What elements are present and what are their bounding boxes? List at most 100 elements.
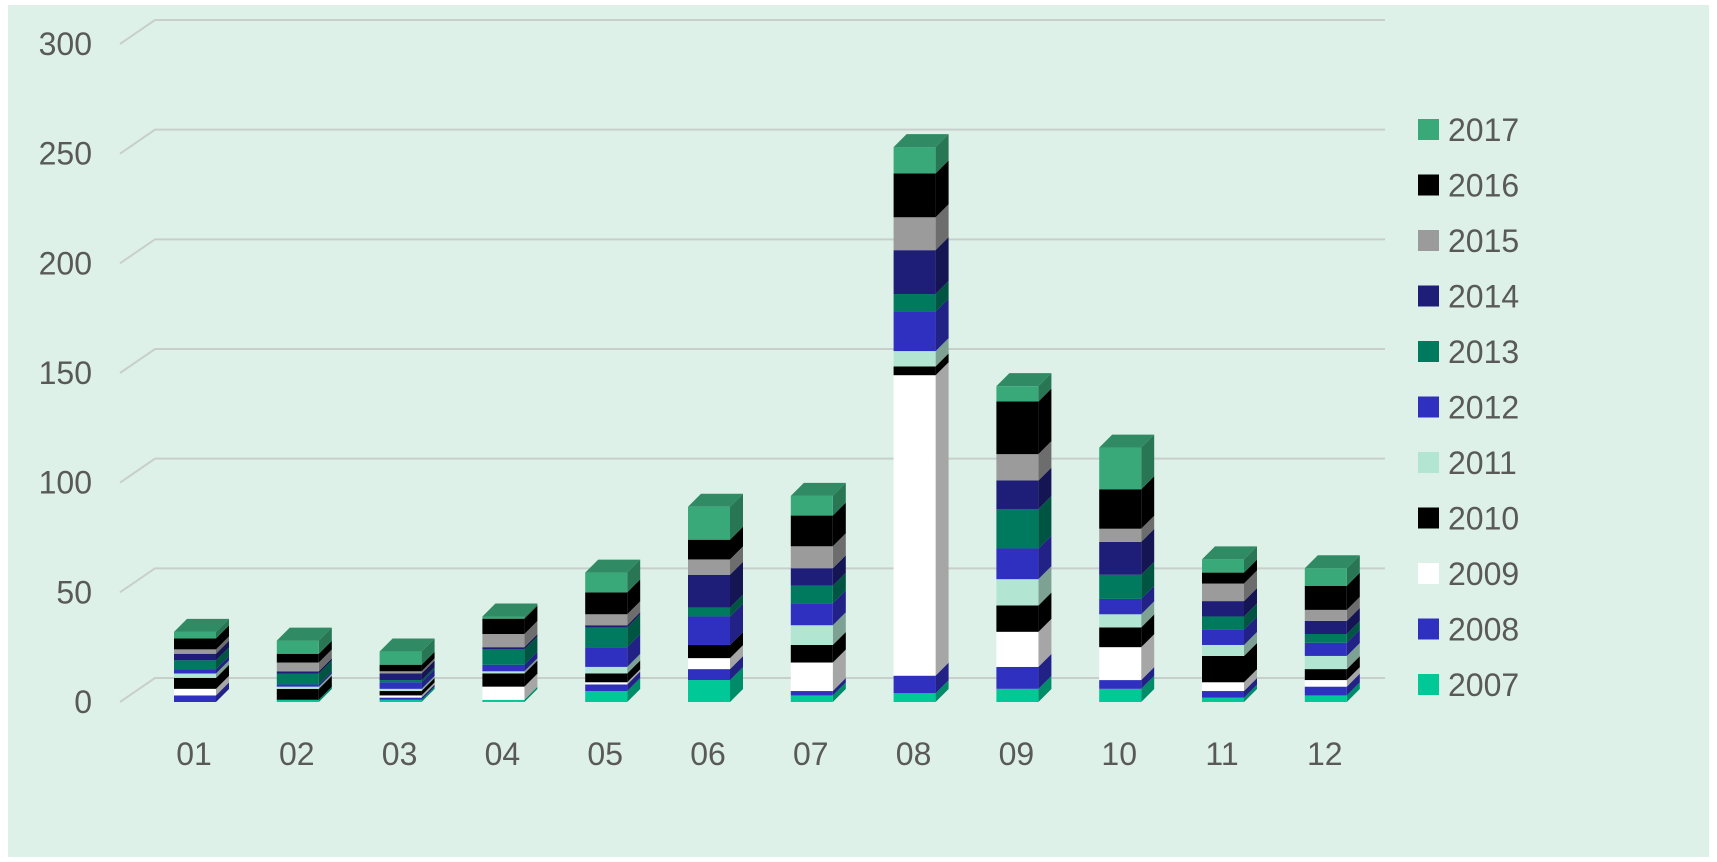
bar-2007-07 xyxy=(790,695,833,702)
bar-2015-03 xyxy=(379,671,422,674)
bar-side-2015-08 xyxy=(935,204,949,251)
bar-side-2012-04 xyxy=(524,651,538,672)
bar-side-2012-07 xyxy=(832,590,846,626)
legend-swatch-2007 xyxy=(1418,674,1439,695)
bar-2016-05 xyxy=(585,592,628,615)
gridline xyxy=(119,567,1385,594)
bar-side-2012-02 xyxy=(318,671,332,687)
bar-side-2017-05 xyxy=(627,559,641,593)
bar-side-2008-05 xyxy=(627,671,641,692)
bar-side-2016-07 xyxy=(832,502,846,547)
bar-side-2010-09 xyxy=(1038,592,1052,632)
bar-2008-08 xyxy=(893,675,936,694)
bar-2013-09 xyxy=(996,508,1039,549)
bar-side-2017-09 xyxy=(1038,373,1052,402)
bar-stack-05 xyxy=(585,559,641,702)
bar-2015-01 xyxy=(174,649,216,654)
bar-2017-02 xyxy=(276,640,319,654)
bar-side-2015-06 xyxy=(730,546,743,575)
bar-side-2016-10 xyxy=(1141,476,1155,529)
bar-side-2017-07 xyxy=(832,482,846,516)
bar-side-2016-02 xyxy=(318,640,332,663)
bar-side-2009-03 xyxy=(421,682,435,698)
bar-side-2014-06 xyxy=(730,561,743,608)
bar-stack-04 xyxy=(482,603,538,702)
bar-2013-03 xyxy=(379,680,422,683)
y-tick-label: 150 xyxy=(39,355,92,391)
bar-2011-02 xyxy=(276,686,319,689)
bar-side-2015-02 xyxy=(318,649,332,672)
bar-side-2007-07 xyxy=(832,682,846,702)
bar-2009-07 xyxy=(790,662,833,692)
bar-side-2010-10 xyxy=(1141,614,1155,648)
bar-2010-03 xyxy=(379,691,422,696)
bar-side-2009-05 xyxy=(627,669,641,685)
gridline xyxy=(119,677,1385,703)
bar-2016-09 xyxy=(996,401,1039,455)
bar-side-2011-05 xyxy=(627,653,641,674)
bar-top-05 xyxy=(585,559,641,573)
bar-2009-06 xyxy=(688,658,730,670)
bar-2013-05 xyxy=(585,627,628,648)
bar-2015-04 xyxy=(482,634,525,648)
bar-2016-06 xyxy=(688,539,730,560)
legend-label-2015: 2015 xyxy=(1448,223,1519,259)
bar-2007-12 xyxy=(1304,695,1347,702)
bar-side-2017-04 xyxy=(524,603,538,619)
bar-side-2014-01 xyxy=(216,640,229,661)
bar-2011-08 xyxy=(893,351,936,367)
bar-top-09 xyxy=(996,373,1052,387)
bar-side-2013-07 xyxy=(832,572,846,604)
gridlines xyxy=(119,19,1385,703)
x-tick-label: 05 xyxy=(587,736,623,772)
bar-2007-03 xyxy=(379,699,422,702)
bar-2009-04 xyxy=(482,686,525,700)
bar-side-2012-01 xyxy=(216,656,229,674)
bar-side-2008-03 xyxy=(421,684,435,700)
x-tick-label: 04 xyxy=(485,736,521,772)
bar-side-2009-12 xyxy=(1346,667,1360,687)
x-tick-label: 02 xyxy=(279,736,315,772)
bar-2010-12 xyxy=(1304,669,1347,681)
bar-2010-09 xyxy=(996,605,1039,632)
legend-swatch-2012 xyxy=(1418,396,1439,418)
bar-side-2010-11 xyxy=(1244,642,1257,683)
bar-2012-10 xyxy=(1099,598,1142,615)
bar-2007-09 xyxy=(996,688,1039,702)
legend-swatch-2017 xyxy=(1418,119,1439,140)
bar-2015-05 xyxy=(585,614,628,626)
bar-top-08 xyxy=(893,134,949,148)
bar-side-2010-02 xyxy=(318,675,332,700)
bar-side-2013-08 xyxy=(935,281,949,312)
bar-side-2011-01 xyxy=(216,660,229,678)
bar-top-03 xyxy=(379,638,435,652)
bar-side-2010-07 xyxy=(832,631,846,663)
bar-2009-10 xyxy=(1099,647,1142,681)
bar-2016-10 xyxy=(1099,489,1142,529)
bar-side-2016-04 xyxy=(524,605,538,635)
bar-2012-02 xyxy=(276,684,319,687)
y-tick-label: 50 xyxy=(56,574,92,610)
bar-side-2017-01 xyxy=(216,618,229,639)
bar-2014-08 xyxy=(893,250,936,295)
legend-label-2013: 2013 xyxy=(1448,334,1519,370)
bar-2014-09 xyxy=(996,480,1039,509)
bar-2008-10 xyxy=(1099,680,1142,689)
bar-2013-06 xyxy=(688,607,730,617)
bar-2011-04 xyxy=(482,671,525,674)
bar-side-2011-09 xyxy=(1038,566,1052,606)
bar-side-2013-11 xyxy=(1244,603,1257,630)
bar-side-2008-06 xyxy=(730,656,743,681)
bar-side-2009-04 xyxy=(524,673,538,700)
bar-side-2007-05 xyxy=(627,678,641,702)
bar-2016-04 xyxy=(482,618,525,635)
bar-side-2017-12 xyxy=(1346,555,1360,586)
y-tick-label: 100 xyxy=(39,465,92,501)
bar-stack-03 xyxy=(379,638,435,702)
bar-top-04 xyxy=(482,603,538,617)
bar-2016-01 xyxy=(174,638,216,650)
y-tick-label: 0 xyxy=(74,684,92,720)
legend-label-2016: 2016 xyxy=(1448,168,1519,204)
bar-side-2017-02 xyxy=(318,627,332,654)
y-tick-label: 200 xyxy=(39,245,92,281)
